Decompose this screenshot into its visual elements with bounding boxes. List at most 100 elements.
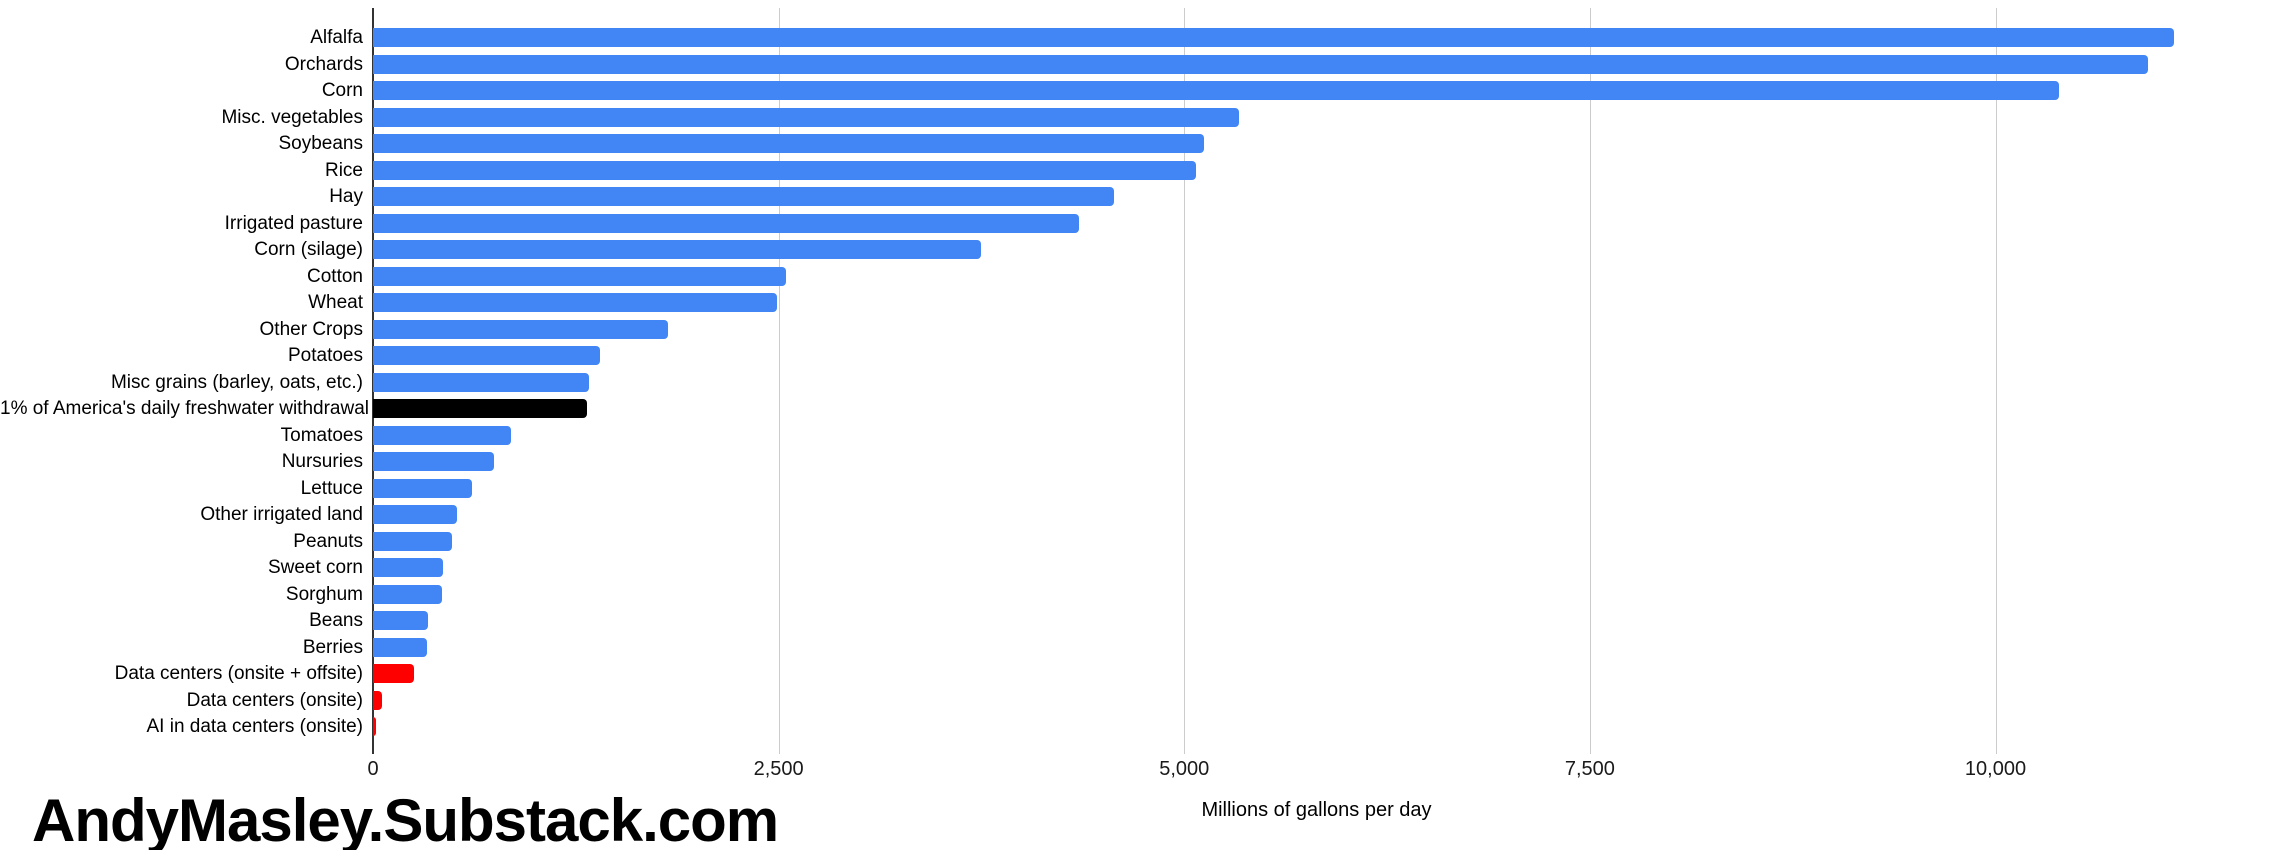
bar-track (373, 505, 2260, 524)
bar-row: Soybeans (0, 130, 2274, 157)
bar-track (373, 584, 2260, 604)
category-label: Lettuce (300, 477, 363, 499)
bar (373, 319, 669, 339)
bar-track (373, 372, 2260, 392)
bar-row: Alfalfa (0, 24, 2274, 51)
bar-track (373, 399, 2260, 418)
category-label: 1% of America's daily freshwater withdra… (0, 398, 369, 419)
bar-track (373, 319, 2260, 339)
category-label: Corn (321, 80, 363, 101)
bar-row: Other Crops (0, 316, 2274, 343)
bar-track (373, 637, 2260, 657)
bar-track (373, 213, 2260, 233)
bar-row: Irrigated pasture (0, 210, 2274, 237)
bar-track (373, 478, 2260, 498)
bar-track (373, 452, 2260, 471)
category-label: Soybeans (278, 133, 363, 154)
bar (373, 664, 414, 683)
category-label: Hay (329, 186, 363, 207)
bar (373, 478, 472, 498)
bar-track (373, 134, 2260, 153)
bar-row: Misc grains (barley, oats, etc.) (0, 369, 2274, 396)
bar-row: Data centers (onsite + offsite) (0, 660, 2274, 687)
category-label: Other irrigated land (200, 504, 363, 525)
category-label: Irrigated pasture (224, 212, 363, 234)
bar-row: 1% of America's daily freshwater withdra… (0, 395, 2274, 422)
category-label: Beans (309, 610, 363, 631)
bar-row: Data centers (onsite) (0, 687, 2274, 714)
bar-row: Sorghum (0, 581, 2274, 608)
watermark-text: AndyMasley.Substack.com (32, 787, 779, 850)
gridline-5,000 (1184, 8, 1186, 754)
bar-row: Cotton (0, 263, 2274, 290)
bar (373, 134, 1204, 153)
bar-track (373, 664, 2260, 683)
bar (373, 346, 601, 365)
bar (373, 107, 1240, 127)
bar (373, 452, 494, 471)
bar-track (373, 611, 2260, 630)
bar (373, 266, 786, 286)
bar-row: Hay (0, 183, 2274, 210)
bar (373, 372, 589, 392)
category-label: Misc. vegetables (221, 106, 363, 128)
bar (373, 611, 429, 630)
bar-row: Other irrigated land (0, 501, 2274, 528)
bar (373, 531, 452, 551)
bar-track (373, 160, 2260, 180)
bar-row: Wheat (0, 289, 2274, 316)
category-label: Peanuts (293, 530, 363, 552)
bar-track (373, 293, 2260, 312)
bar (373, 558, 443, 577)
bar (373, 81, 2059, 100)
bar-row: Rice (0, 157, 2274, 184)
bar-row: Beans (0, 607, 2274, 634)
category-label: Alfalfa (310, 27, 363, 48)
x-tick-label: 10,000 (1964, 758, 2027, 780)
bar-track (373, 425, 2260, 445)
category-label: Misc grains (barley, oats, etc.) (110, 371, 363, 393)
category-label: Rice (324, 159, 363, 181)
bar-track (373, 266, 2260, 286)
bar-track (373, 187, 2260, 206)
bar-track (373, 81, 2260, 100)
bar-track (373, 28, 2260, 47)
bar-row: AI in data centers (onsite) (0, 713, 2274, 740)
x-tick-label: 0 (367, 758, 379, 780)
category-label: Data centers (onsite) (186, 689, 363, 711)
bar (373, 213, 1079, 233)
x-tick-label: 5,000 (1159, 758, 1210, 780)
category-label: Tomatoes (280, 424, 363, 446)
gridline-10,000 (1995, 8, 1997, 754)
bar (373, 240, 982, 259)
bar-row: Sweet corn (0, 554, 2274, 581)
bar (373, 399, 588, 418)
category-label: Wheat (308, 292, 363, 313)
bar-track (373, 531, 2260, 551)
bar (373, 584, 442, 604)
gridline-2,500 (778, 8, 780, 754)
bar-row: Berries (0, 634, 2274, 661)
bar-row: Potatoes (0, 342, 2274, 369)
bar (373, 637, 427, 657)
x-tick-label: 7,500 (1564, 758, 1615, 780)
bar (373, 505, 458, 524)
bar-track (373, 240, 2260, 259)
bar-track (373, 558, 2260, 577)
category-label: AI in data centers (onsite) (146, 716, 364, 737)
gridline-7,500 (1589, 8, 1591, 754)
bar-row: Peanuts (0, 528, 2274, 555)
bar-row: Orchards (0, 51, 2274, 78)
x-axis-title: Millions of gallons per day (1201, 799, 1432, 821)
bar (373, 293, 777, 312)
bar-row: Misc. vegetables (0, 104, 2274, 131)
bar-row: Corn (silage) (0, 236, 2274, 263)
bar-track (373, 346, 2260, 365)
bar (373, 187, 1115, 206)
bar (373, 54, 2149, 74)
category-label: Sorghum (285, 583, 363, 605)
category-label: Data centers (onsite + offsite) (114, 663, 363, 684)
category-label: Orchards (284, 53, 363, 75)
x-tick-label: 2,500 (753, 758, 804, 780)
